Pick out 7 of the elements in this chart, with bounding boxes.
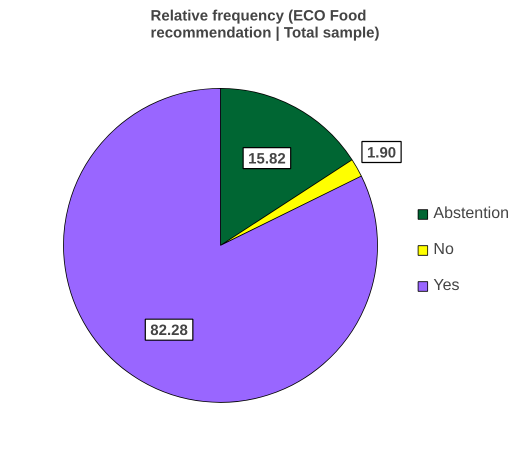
legend-label: Yes — [433, 277, 460, 295]
legend-label: No — [433, 241, 454, 259]
data-label: 82.28 — [150, 322, 188, 340]
data-label: 1.90 — [366, 144, 396, 162]
legend-label: Abstention — [433, 205, 509, 223]
data-label: 15.82 — [248, 150, 286, 168]
chart-title: Relative frequency (ECO Food recommendation | Total sample) — [150, 8, 380, 42]
